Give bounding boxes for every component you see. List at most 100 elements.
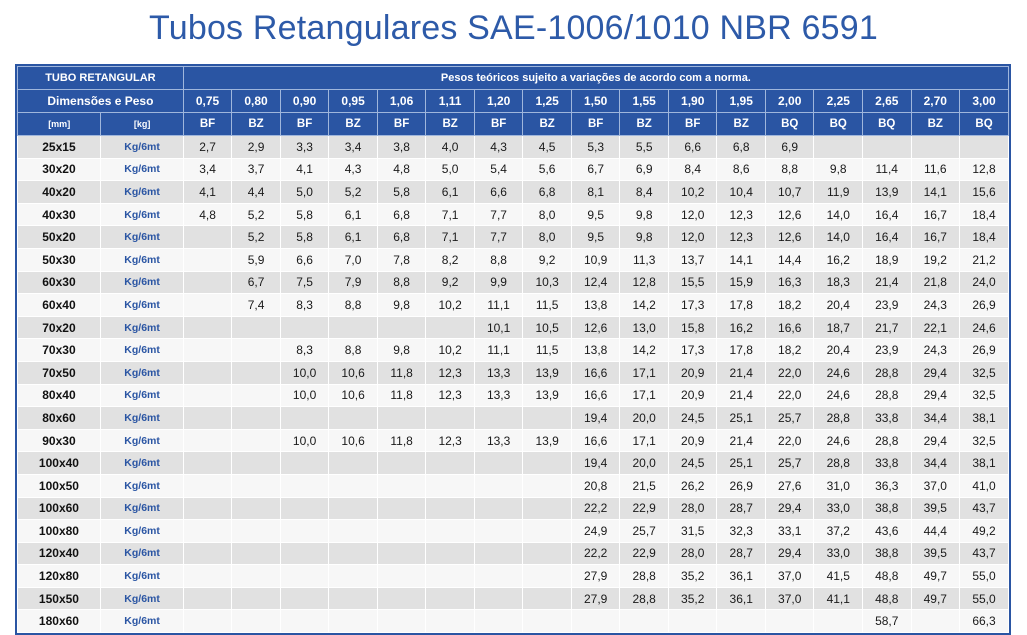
unit-cell: Kg/6mt — [100, 542, 184, 566]
table-row: 60x40 Kg/6mt 7,4 8,3 8,8 9,8 10,2 11,1 11,5 13,8 1… — [17, 293, 1009, 317]
weight-cell: 10,1 — [474, 316, 524, 340]
weight-cell: 3,3 — [280, 135, 330, 159]
weight-cell: 11,8 — [377, 429, 427, 453]
weight-cell: 14,4 — [765, 248, 815, 272]
weight-cell — [231, 497, 281, 521]
weight-cell: 14,2 — [619, 338, 669, 362]
weight-cell — [425, 316, 475, 340]
weight-cell: 24,5 — [668, 406, 718, 430]
weight-cell: 8,0 — [522, 203, 572, 227]
weight-cell: 24,6 — [813, 384, 863, 408]
dimension-cell: 40x20 — [17, 180, 102, 204]
weight-cell: 16,6 — [765, 316, 815, 340]
dimension-cell: 25x15 — [17, 135, 102, 159]
weight-cell: 33,0 — [813, 542, 863, 566]
table-body: 25x15 Kg/6mt 2,7 2,9 3,3 3,4 3,8 4,0 4,3 4,5 5,3 5,… — [17, 135, 1009, 634]
weight-cell: 25,7 — [765, 406, 815, 430]
weight-cell — [231, 587, 281, 611]
weight-cell: 17,1 — [619, 429, 669, 453]
weight-cell: 28,7 — [716, 497, 766, 521]
weight-cell — [280, 451, 330, 475]
weight-cell: 6,8 — [377, 203, 427, 227]
weight-cell: 7,1 — [425, 225, 475, 249]
weight-cell: 5,5 — [619, 135, 669, 159]
weight-cell: 16,2 — [716, 316, 766, 340]
weight-cell: 6,6 — [474, 180, 524, 204]
weight-cell: 32,5 — [959, 361, 1009, 385]
weight-cell: 27,9 — [571, 587, 621, 611]
weight-cell: 12,3 — [425, 429, 475, 453]
table-row: 50x30 Kg/6mt 5,9 6,6 7,0 7,8 8,2 8,8 9,2 10,9 11,3… — [17, 248, 1009, 272]
weight-cell: 23,9 — [862, 293, 912, 317]
unit-cell: Kg/6mt — [100, 519, 184, 543]
weight-cell: 32,5 — [959, 384, 1009, 408]
weight-cell — [328, 474, 378, 498]
weight-cell: 4,8 — [377, 158, 427, 182]
weight-cell: 3,8 — [377, 135, 427, 159]
weight-cell: 28,7 — [716, 542, 766, 566]
weight-cell: 49,7 — [911, 587, 961, 611]
weight-cell: 9,9 — [474, 271, 524, 295]
weight-cell: 5,6 — [522, 158, 572, 182]
weight-cell: 27,9 — [571, 564, 621, 588]
weight-cell — [522, 451, 572, 475]
weight-cell: 6,1 — [328, 203, 378, 227]
weight-cell: 8,8 — [765, 158, 815, 182]
weight-cell — [571, 609, 621, 634]
weight-cell: 7,8 — [377, 248, 427, 272]
weight-cell: 41,0 — [959, 474, 1009, 498]
weight-cell — [377, 519, 427, 543]
weight-cell: 20,9 — [668, 429, 718, 453]
weight-cell: 55,0 — [959, 564, 1009, 588]
thickness-header: 1,55 — [619, 89, 669, 113]
weight-cell: 6,8 — [716, 135, 766, 159]
code-header: BZ — [522, 112, 572, 136]
weight-cell: 29,4 — [911, 361, 961, 385]
weight-cell — [183, 587, 233, 611]
weight-cell: 10,4 — [716, 180, 766, 204]
weight-cell: 27,6 — [765, 474, 815, 498]
weight-cell — [668, 609, 718, 634]
weight-cell — [280, 474, 330, 498]
weight-cell: 13,9 — [522, 361, 572, 385]
weight-cell: 10,9 — [571, 248, 621, 272]
weight-cell: 44,4 — [911, 519, 961, 543]
weight-cell: 66,3 — [959, 609, 1009, 634]
unit-cell: Kg/6mt — [100, 406, 184, 430]
weight-cell: 34,4 — [911, 406, 961, 430]
weight-cell: 13,8 — [571, 338, 621, 362]
weight-cell — [474, 497, 524, 521]
weight-cell: 24,6 — [959, 316, 1009, 340]
dimension-cell: 100x60 — [17, 497, 102, 521]
weight-cell: 6,7 — [571, 158, 621, 182]
weight-cell: 49,2 — [959, 519, 1009, 543]
weight-cell: 12,3 — [716, 203, 766, 227]
weight-cell: 48,8 — [862, 564, 912, 588]
weight-cell: 6,6 — [280, 248, 330, 272]
weight-cell: 37,0 — [911, 474, 961, 498]
weight-cell: 21,8 — [911, 271, 961, 295]
code-header: BF — [667, 112, 718, 136]
weight-cell: 11,6 — [911, 158, 961, 182]
weight-cell: 9,8 — [377, 338, 427, 362]
weight-cell: 22,9 — [619, 497, 669, 521]
weight-cell — [231, 361, 281, 385]
weight-cell: 12,4 — [571, 271, 621, 295]
weight-cell — [425, 609, 475, 634]
unit-cell: Kg/6mt — [100, 361, 184, 385]
dimension-cell: 70x20 — [17, 316, 102, 340]
weight-cell: 6,8 — [522, 180, 572, 204]
weight-cell — [377, 542, 427, 566]
weight-cell: 5,2 — [231, 225, 281, 249]
table-row: 60x30 Kg/6mt 6,7 7,5 7,9 8,8 9,2 9,9 10,3 12,4 12,… — [17, 271, 1009, 295]
weight-cell: 7,0 — [328, 248, 378, 272]
dimension-cell: 100x50 — [17, 474, 102, 498]
weight-cell: 22,0 — [765, 361, 815, 385]
weight-cell: 19,2 — [911, 248, 961, 272]
thickness-header: 2,25 — [813, 89, 863, 113]
weight-cell: 32,3 — [716, 519, 766, 543]
weight-cell: 21,4 — [716, 429, 766, 453]
unit-cell: Kg/6mt — [100, 609, 184, 634]
weight-cell: 11,8 — [377, 361, 427, 385]
table-row: 100x60 Kg/6mt 22,2 22,9 28,0 28,7 29,4 33,0 38,8… — [17, 497, 1009, 521]
